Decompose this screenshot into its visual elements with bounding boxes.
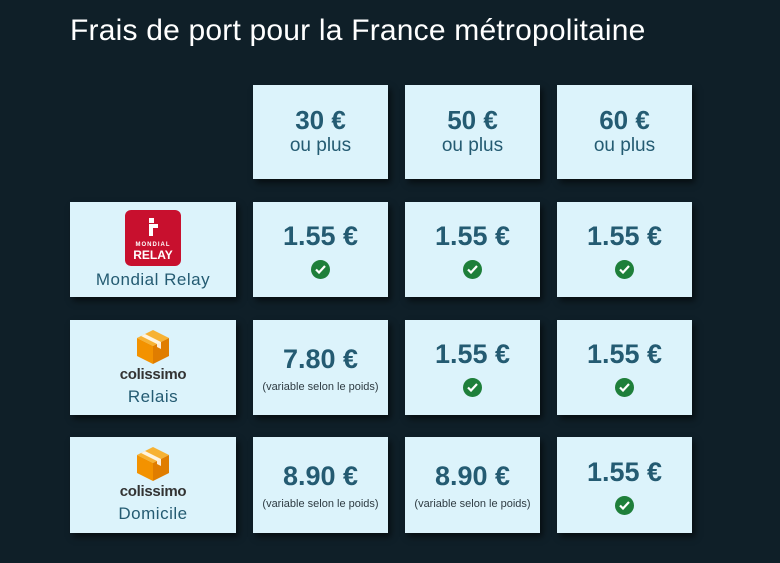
logo-line-1: MONDIAL — [135, 241, 171, 248]
check-circle-icon — [311, 260, 330, 279]
colissimo-wordmark: colissimo — [119, 365, 187, 383]
check-circle-icon — [615, 260, 634, 279]
header-amount: 30 € — [295, 105, 346, 135]
carrier-colissimo-relais: colissimo Relais — [70, 320, 236, 415]
price-cell: 1.55 € — [557, 320, 692, 415]
price: 7.80 € — [282, 343, 359, 374]
carrier-label: Mondial Relay — [95, 269, 211, 289]
price-cell: 1.55 € — [405, 320, 540, 415]
carrier-label: Domicile — [118, 504, 188, 523]
mondial-relay-mark-icon — [149, 217, 158, 236]
carrier-label: Relais — [127, 386, 179, 406]
price-note: (variable selon le poids) — [262, 380, 379, 393]
page-title: Frais de port pour la France métropolita… — [70, 14, 646, 47]
price-note: (variable selon le poids) — [262, 498, 379, 510]
colissimo-box-logo — [137, 447, 169, 481]
header-30: 30 € ou plus — [253, 85, 388, 179]
header-sub: ou plus — [289, 135, 352, 156]
price: 8.90 € — [434, 461, 511, 491]
price-cell: 8.90 € (variable selon le poids) — [405, 437, 540, 533]
price-cell: 8.90 € (variable selon le poids) — [253, 437, 388, 533]
header-50: 50 € ou plus — [405, 85, 540, 179]
price-note: (variable selon le poids) — [414, 498, 531, 510]
header-sub: ou plus — [441, 135, 504, 156]
check-circle-icon — [615, 495, 634, 515]
header-amount: 50 € — [447, 105, 498, 135]
price: 1.55 € — [586, 456, 663, 487]
carrier-mondial-relay: MONDIAL RELAY Mondial Relay — [70, 202, 236, 297]
check-circle-icon — [463, 378, 482, 397]
price: 8.90 € — [282, 461, 359, 491]
price: 1.55 € — [586, 339, 663, 369]
price: 1.55 € — [586, 221, 663, 251]
logo-line-2: RELAY — [133, 247, 173, 262]
colissimo-wordmark: colissimo — [119, 483, 187, 500]
price-cell: 1.55 € — [557, 437, 692, 533]
check-circle-icon — [463, 260, 482, 279]
price: 1.55 € — [434, 221, 511, 251]
header-60: 60 € ou plus — [557, 85, 692, 179]
price-cell: 7.80 € (variable selon le poids) — [253, 320, 388, 415]
colissimo-box-logo — [137, 329, 169, 364]
price-cell: 1.55 € — [253, 202, 388, 297]
check-circle-icon — [615, 378, 634, 397]
mondial-relay-logo: MONDIAL RELAY — [125, 209, 181, 266]
price: 1.55 € — [282, 221, 359, 251]
header-sub: ou plus — [593, 135, 656, 156]
price-cell: 1.55 € — [557, 202, 692, 297]
price-cell: 1.55 € — [405, 202, 540, 297]
price: 1.55 € — [434, 339, 511, 369]
carrier-colissimo-domicile: colissimo Domicile — [70, 437, 236, 533]
header-amount: 60 € — [599, 105, 650, 135]
